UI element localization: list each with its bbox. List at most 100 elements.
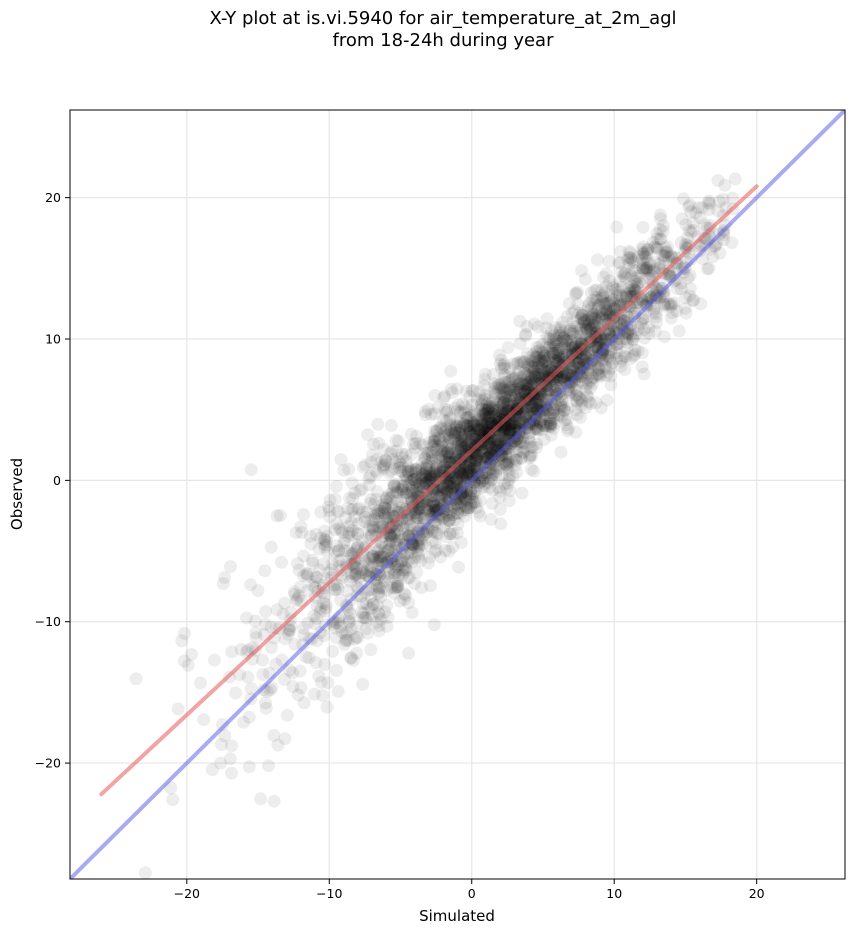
scatter-point	[392, 568, 406, 582]
scatter-points	[129, 172, 742, 879]
scatter-point	[395, 482, 409, 496]
scatter-point	[477, 379, 491, 393]
scatter-point	[408, 551, 422, 565]
scatter-point	[487, 400, 501, 414]
scatter-point	[329, 523, 342, 537]
scatter-point	[475, 403, 488, 417]
scatter-point	[473, 475, 487, 489]
scatter-point	[415, 538, 429, 552]
scatter-point	[171, 702, 185, 716]
scatter-point	[694, 297, 708, 311]
scatter-point	[483, 405, 497, 419]
scatter-point	[390, 565, 403, 579]
scatter-point	[534, 353, 548, 367]
scatter-point	[509, 426, 523, 440]
scatter-point	[218, 729, 232, 743]
scatter-point	[495, 362, 509, 375]
scatter-point	[586, 315, 600, 329]
scatter-point	[357, 566, 371, 580]
scatter-point	[382, 566, 396, 580]
scatter-point	[450, 498, 464, 512]
scatter-point	[497, 396, 511, 410]
scatter-point	[492, 481, 506, 495]
scatter-point	[366, 448, 379, 462]
scatter-point	[175, 634, 189, 648]
scatter-point	[627, 282, 641, 296]
scatter-point	[475, 418, 489, 432]
scatter-point	[346, 492, 360, 506]
scatter-point	[294, 520, 308, 534]
scatter-point	[481, 438, 495, 452]
scatter-point	[624, 328, 638, 342]
scatter-point	[595, 333, 608, 347]
scatter-point	[484, 416, 498, 430]
scatter-point	[600, 297, 614, 311]
scatter-point	[424, 445, 438, 459]
scatter-point	[598, 297, 612, 311]
scatter-point	[646, 236, 660, 249]
scatter-point	[391, 480, 405, 494]
scatter-point	[530, 345, 544, 359]
scatter-point	[581, 299, 595, 313]
scatter-point	[533, 372, 547, 385]
scatter-point	[259, 701, 273, 715]
scatter-point	[637, 367, 651, 381]
scatter-point	[394, 483, 408, 497]
scatter-point	[540, 386, 554, 400]
scatter-point	[334, 523, 348, 537]
scatter-point	[269, 657, 283, 671]
scatter-point	[382, 543, 396, 557]
scatter-point	[419, 408, 432, 422]
scatter-point	[493, 490, 507, 504]
scatter-point	[418, 405, 432, 418]
scatter-point	[461, 464, 475, 478]
scatter-point	[129, 672, 143, 686]
scatter-point	[362, 601, 376, 615]
scatter-point	[497, 389, 511, 403]
scatter-point	[437, 481, 451, 495]
scatter-point	[636, 220, 650, 234]
scatter-point	[574, 310, 588, 324]
scatter-point	[394, 464, 408, 478]
scatter-point	[439, 516, 453, 530]
scatter-point	[648, 262, 662, 276]
scatter-point	[340, 625, 354, 639]
scatter-point	[388, 462, 402, 476]
scatter-point	[539, 419, 553, 433]
scatter-point	[492, 409, 506, 423]
y-axis-ticks: −20 −10 0 10 20	[35, 190, 70, 771]
scatter-point	[427, 475, 441, 489]
scatter-point	[451, 429, 465, 443]
scatter-point	[686, 294, 700, 308]
scatter-point	[585, 371, 599, 385]
y-axis-label: Observed	[8, 458, 26, 530]
scatter-point	[365, 560, 379, 574]
scatter-point	[455, 472, 469, 486]
scatter-point	[478, 404, 492, 418]
scatter-point	[519, 376, 533, 390]
scatter-point	[471, 419, 485, 433]
scatter-point	[461, 465, 475, 479]
scatter-point	[550, 368, 564, 382]
scatter-point	[536, 406, 550, 420]
scatter-point	[540, 417, 554, 431]
scatter-point	[452, 465, 465, 479]
scatter-point	[631, 323, 645, 337]
scatter-point	[553, 376, 567, 390]
scatter-point	[629, 271, 643, 285]
scatter-point	[580, 371, 594, 385]
scatter-point	[515, 387, 529, 401]
scatter-point	[459, 384, 473, 398]
scatter-point	[491, 437, 505, 451]
scatter-point	[257, 683, 271, 697]
scatter-point	[494, 517, 508, 531]
scatter-point	[420, 459, 434, 472]
scatter-point	[445, 386, 459, 400]
scatter-point	[597, 318, 610, 332]
scatter-point	[447, 432, 461, 446]
scatter-point	[416, 518, 430, 532]
scatter-point	[379, 501, 393, 515]
scatter-point	[635, 346, 649, 360]
scatter-point	[637, 247, 651, 261]
scatter-point	[428, 432, 442, 446]
